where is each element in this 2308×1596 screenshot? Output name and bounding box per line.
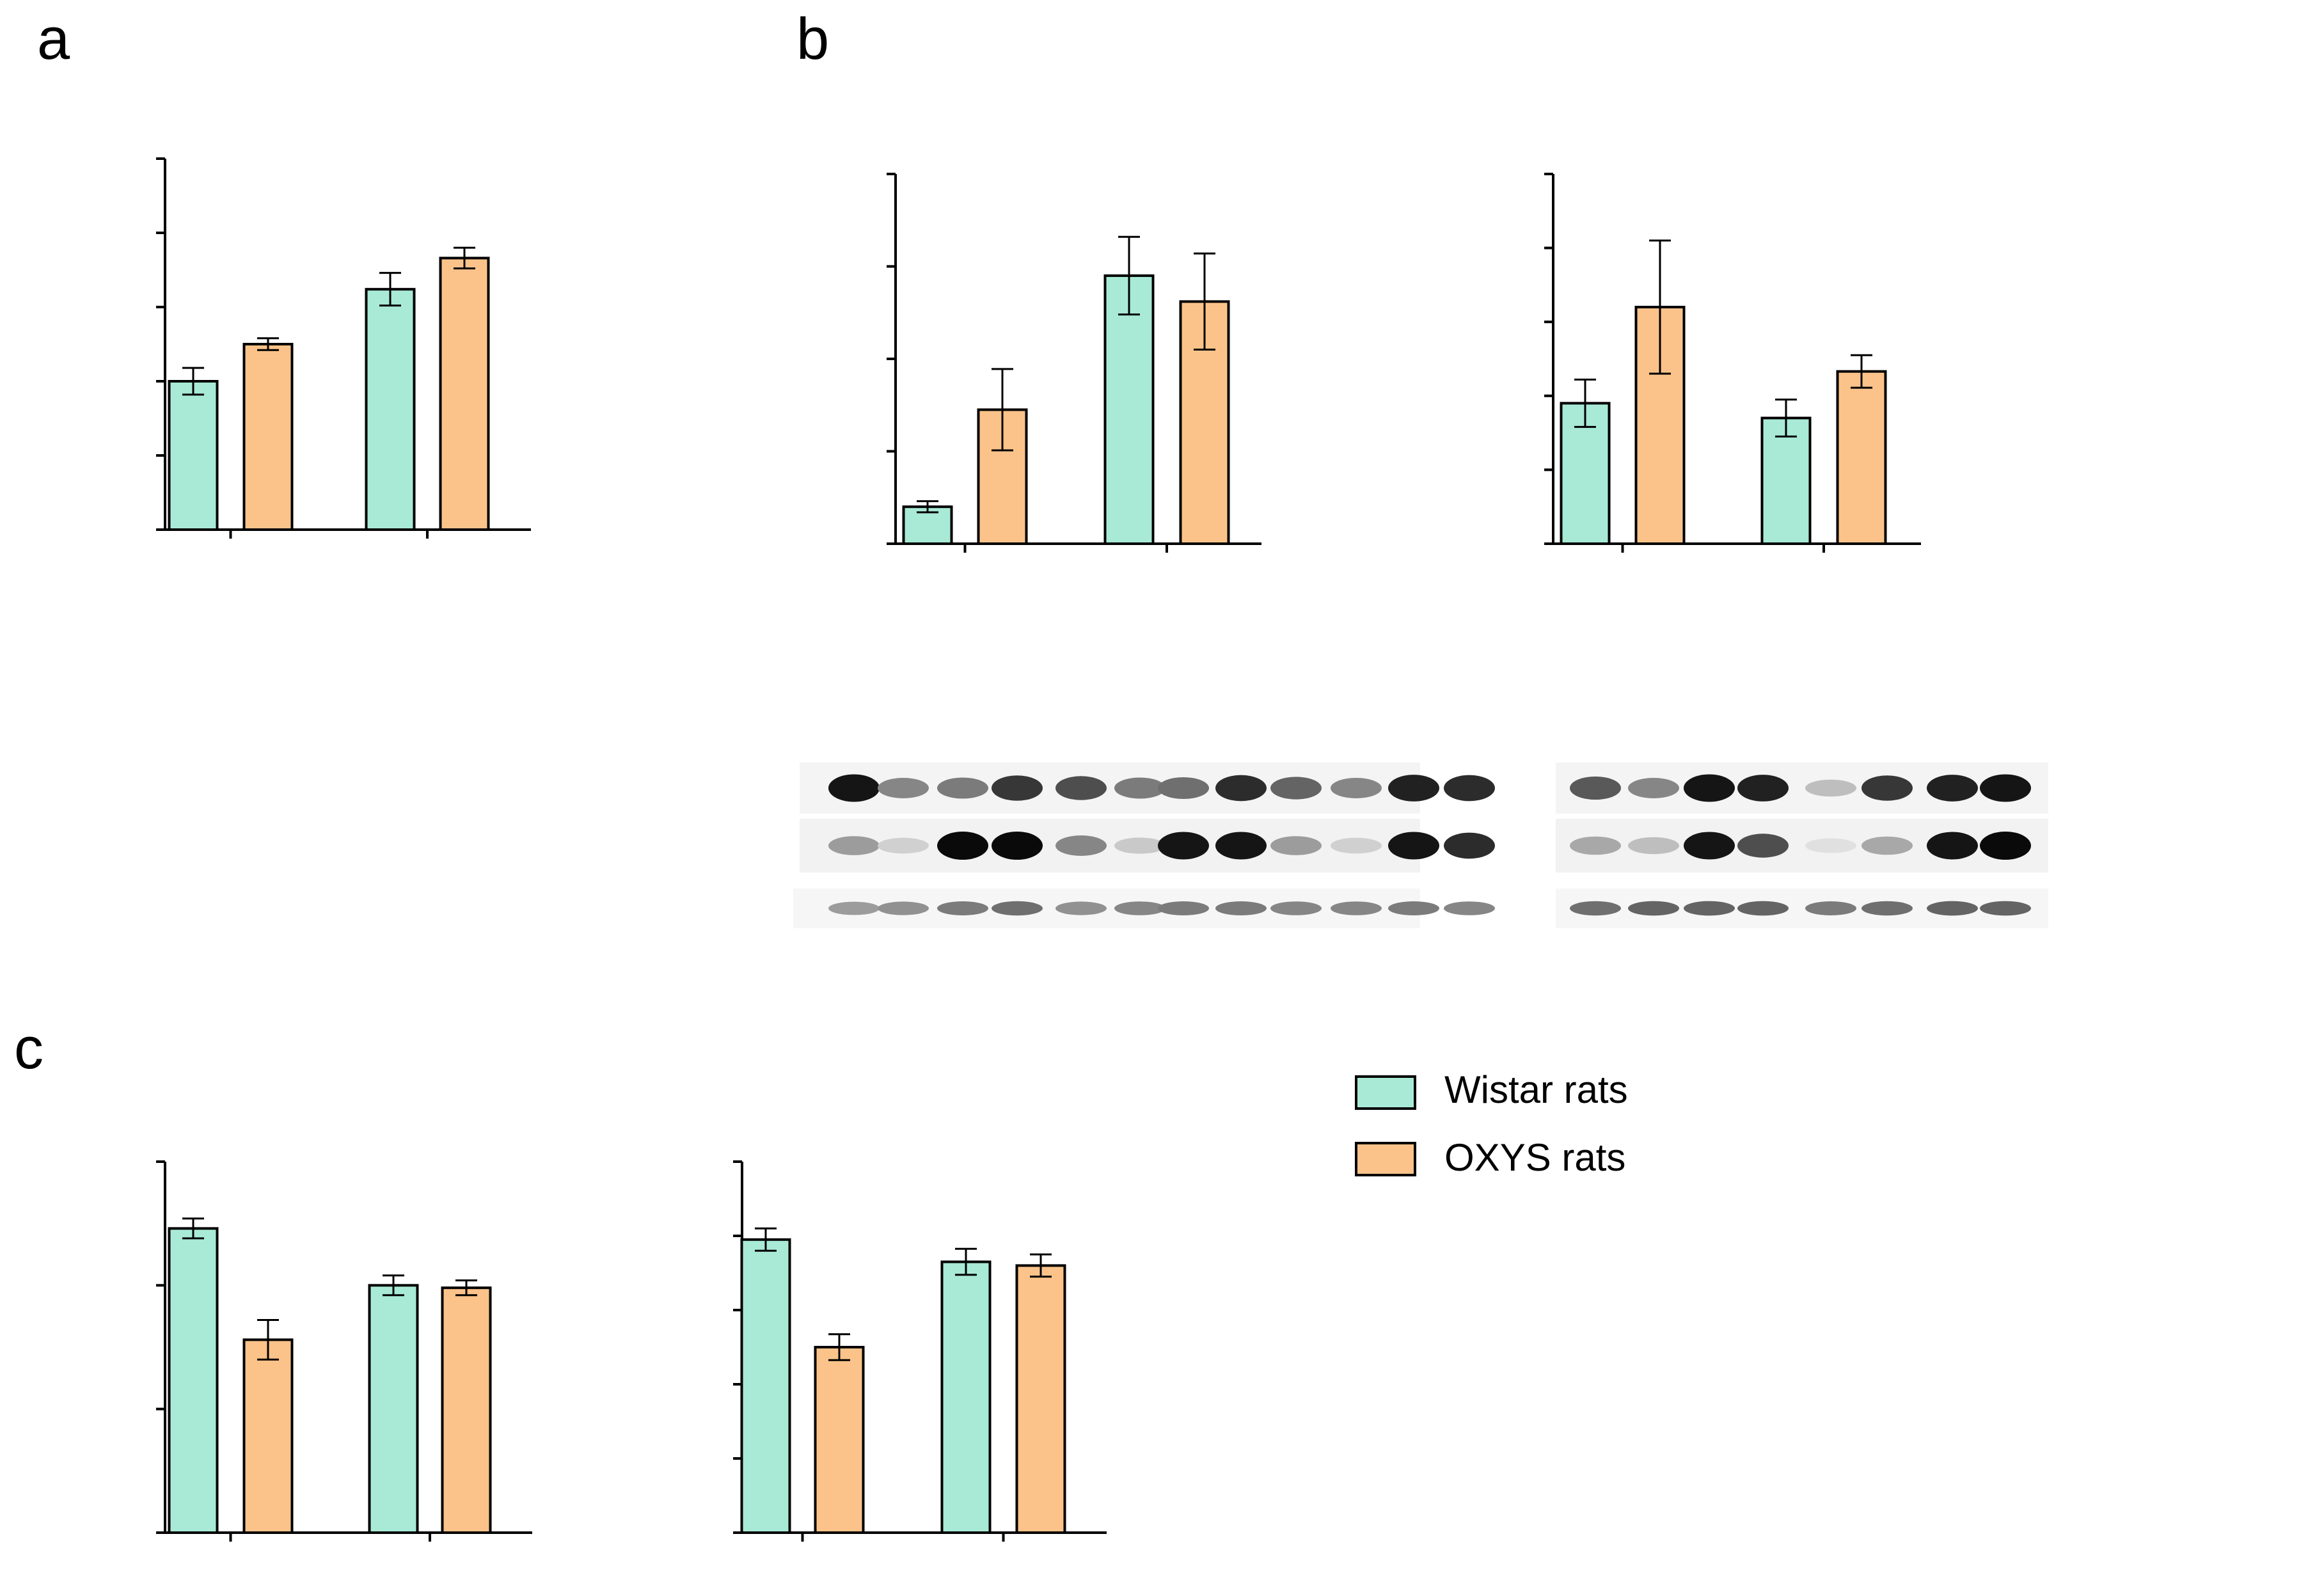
blot-band — [992, 832, 1043, 860]
blot-band — [1628, 778, 1679, 798]
blot-band — [828, 901, 880, 915]
blot-band — [1805, 838, 1856, 853]
blot-band — [1388, 901, 1439, 915]
blot-band — [1861, 901, 1913, 916]
bar — [1015, 1264, 1066, 1535]
blot-band — [1270, 777, 1322, 800]
blot-band — [828, 836, 880, 855]
blot-band — [1684, 774, 1735, 802]
blot-band — [1628, 837, 1679, 855]
blot-band — [1570, 776, 1621, 800]
panel-label-c: c — [14, 1016, 43, 1081]
panel-label-b: b — [796, 6, 829, 72]
blot-band — [1570, 836, 1621, 855]
chart-c-step-phosphatase — [733, 1160, 1107, 1542]
blot-band — [1388, 775, 1439, 802]
blot-band — [992, 775, 1043, 801]
blot-band — [1737, 775, 1789, 802]
blot-band — [1215, 775, 1267, 802]
chart-b-step61 — [1544, 173, 1921, 553]
blot-band — [1927, 832, 1978, 860]
bar — [940, 1260, 992, 1534]
blot-band — [1158, 832, 1209, 860]
blot-band — [937, 832, 988, 860]
chart-a-ptpn5-mrna — [156, 157, 531, 539]
bar — [242, 343, 294, 531]
blot-band — [828, 774, 880, 802]
blot-band — [1737, 834, 1789, 858]
bar — [168, 380, 219, 531]
bar — [242, 1338, 294, 1534]
blot-band — [1055, 776, 1107, 800]
blot-band — [1388, 832, 1439, 860]
blot-band — [937, 901, 988, 915]
blot-band — [937, 777, 988, 799]
blot-band — [1861, 836, 1913, 855]
blot-band — [1927, 775, 1978, 802]
blot-band — [1331, 901, 1382, 915]
legend-label-oxys: OXYS rats — [1444, 1136, 1625, 1179]
blot-band — [1805, 901, 1856, 915]
blot-band — [1270, 901, 1322, 915]
blot-band — [1805, 779, 1856, 797]
legend-swatch-wistar — [1355, 1075, 1416, 1110]
blot-band — [1215, 832, 1267, 860]
legend-label-wistar: Wistar rats — [1444, 1068, 1628, 1111]
blot-band — [1114, 837, 1166, 854]
blot-band — [1158, 777, 1209, 800]
chart-c-total-phosphatase — [156, 1160, 532, 1542]
bar — [439, 257, 490, 531]
blot-band — [1628, 901, 1679, 916]
bar — [1760, 416, 1812, 545]
blot-band — [1158, 901, 1209, 915]
blot-band — [1270, 836, 1322, 855]
blot-band — [1331, 837, 1382, 854]
legend: Wistar rats OXYS rats — [1355, 1068, 1628, 1179]
western-blot — [793, 762, 2048, 928]
blot-band — [992, 901, 1043, 916]
blot-band — [1570, 901, 1621, 916]
blot-band — [1861, 775, 1913, 801]
blot-band — [1737, 901, 1789, 916]
blot-band — [1114, 901, 1166, 915]
panel-label-a: a — [37, 6, 70, 72]
blot-band — [1980, 774, 2031, 802]
bar — [441, 1286, 492, 1534]
bar — [814, 1346, 865, 1534]
blot-band — [1215, 901, 1267, 915]
blot-band — [1927, 901, 1978, 916]
blot-band — [878, 837, 929, 854]
bar — [1836, 370, 1887, 545]
blot-band — [1444, 832, 1495, 859]
blot-band — [1684, 901, 1735, 916]
blot-band — [1980, 901, 2031, 916]
blot-band — [1331, 778, 1382, 798]
blot-band — [1980, 832, 2031, 860]
blot-band — [1055, 835, 1107, 856]
blot-band — [878, 901, 929, 915]
blot-band — [1444, 775, 1495, 802]
blot-band — [1444, 901, 1495, 915]
legend-swatch-oxys — [1355, 1142, 1416, 1176]
bar — [740, 1238, 791, 1535]
blot-band — [878, 778, 929, 798]
bar — [168, 1227, 219, 1535]
chart-b-step46 — [887, 173, 1261, 553]
blot-band — [1055, 901, 1107, 915]
bar — [1103, 274, 1155, 545]
blot-band — [1684, 832, 1735, 860]
bar — [368, 1284, 419, 1535]
bar — [1179, 300, 1230, 545]
bar — [365, 288, 416, 531]
blot-band — [1114, 777, 1166, 799]
